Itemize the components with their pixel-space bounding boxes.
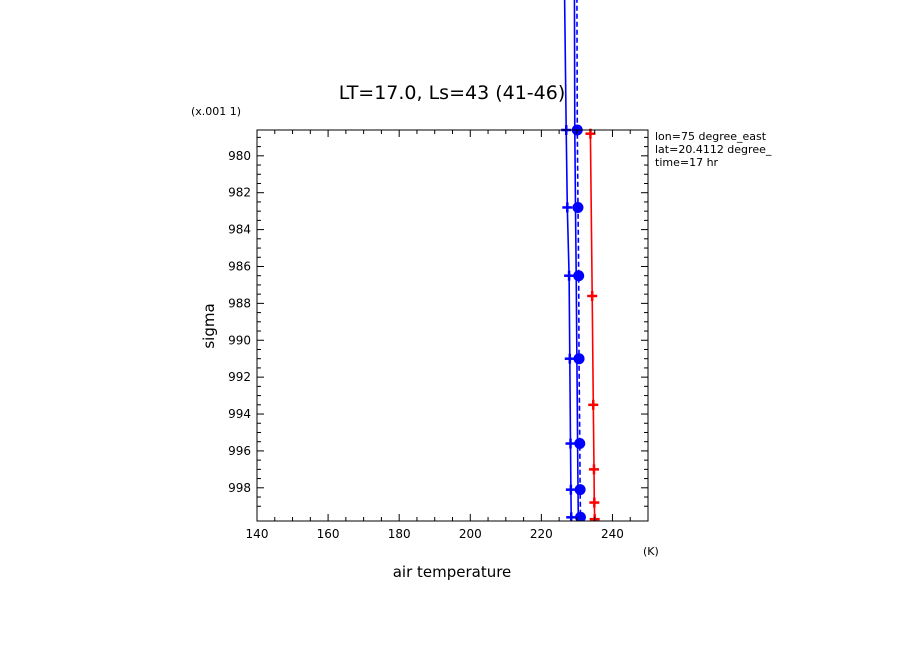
x-tick-label: 200 bbox=[459, 527, 482, 541]
data-point-plus bbox=[565, 484, 576, 495]
data-point-plus bbox=[564, 270, 575, 281]
y-tick-label: 980 bbox=[228, 149, 251, 163]
y-axis: 980 982 984 986 988 990 992 994 996 998 bbox=[228, 136, 648, 507]
x-tick-label: 220 bbox=[530, 527, 553, 541]
x-tick-label: 160 bbox=[317, 527, 340, 541]
data-point-dot bbox=[574, 438, 586, 450]
y-scale-label: (x.001 1) bbox=[191, 105, 241, 118]
plot-frame bbox=[256, 129, 649, 522]
data-point-plus bbox=[587, 290, 598, 301]
annotation-time: time=17 hr bbox=[655, 156, 719, 169]
y-tick-label: 996 bbox=[228, 444, 251, 458]
x-tick-label: 140 bbox=[246, 527, 269, 541]
y-axis-label: sigma bbox=[200, 303, 218, 348]
annotation-block: lon=75 degree_east lat=20.4112 degree_ t… bbox=[655, 130, 772, 169]
series-layer bbox=[561, 0, 600, 521]
y-tick-label: 986 bbox=[228, 259, 251, 273]
data-point-dot bbox=[572, 201, 584, 213]
x-axis: 140 160 180 200 220 240 bbox=[246, 130, 649, 541]
data-point-plus bbox=[588, 399, 599, 410]
data-point-dot bbox=[573, 353, 585, 365]
data-point-plus bbox=[588, 464, 599, 475]
data-point-dot bbox=[574, 484, 586, 496]
series-line-2 bbox=[573, 0, 580, 518]
x-axis-label: air temperature bbox=[393, 563, 512, 581]
y-tick-label: 998 bbox=[228, 481, 251, 495]
y-tick-label: 994 bbox=[228, 407, 251, 421]
data-point-plus bbox=[564, 353, 575, 364]
data-point-dot bbox=[573, 270, 585, 282]
chart-title: LT=17.0, Ls=43 (41-46) bbox=[339, 82, 566, 104]
y-tick-label: 990 bbox=[228, 333, 251, 347]
x-axis-unit: (K) bbox=[643, 545, 659, 558]
series-line-0 bbox=[563, 0, 572, 518]
y-tick-label: 982 bbox=[228, 186, 251, 200]
y-tick-label: 984 bbox=[228, 223, 251, 237]
data-point-plus bbox=[589, 497, 600, 508]
y-tick-label: 992 bbox=[228, 370, 251, 384]
data-point-plus bbox=[565, 438, 576, 449]
x-tick-label: 240 bbox=[601, 527, 624, 541]
data-point-plus bbox=[562, 202, 573, 213]
annotation-lat: lat=20.4112 degree_ bbox=[655, 143, 772, 156]
x-tick-label: 180 bbox=[388, 527, 411, 541]
series-line-1 bbox=[576, 0, 582, 518]
y-tick-label: 988 bbox=[228, 296, 251, 310]
series-line-3 bbox=[589, 133, 596, 520]
annotation-lon: lon=75 degree_east bbox=[655, 130, 767, 143]
